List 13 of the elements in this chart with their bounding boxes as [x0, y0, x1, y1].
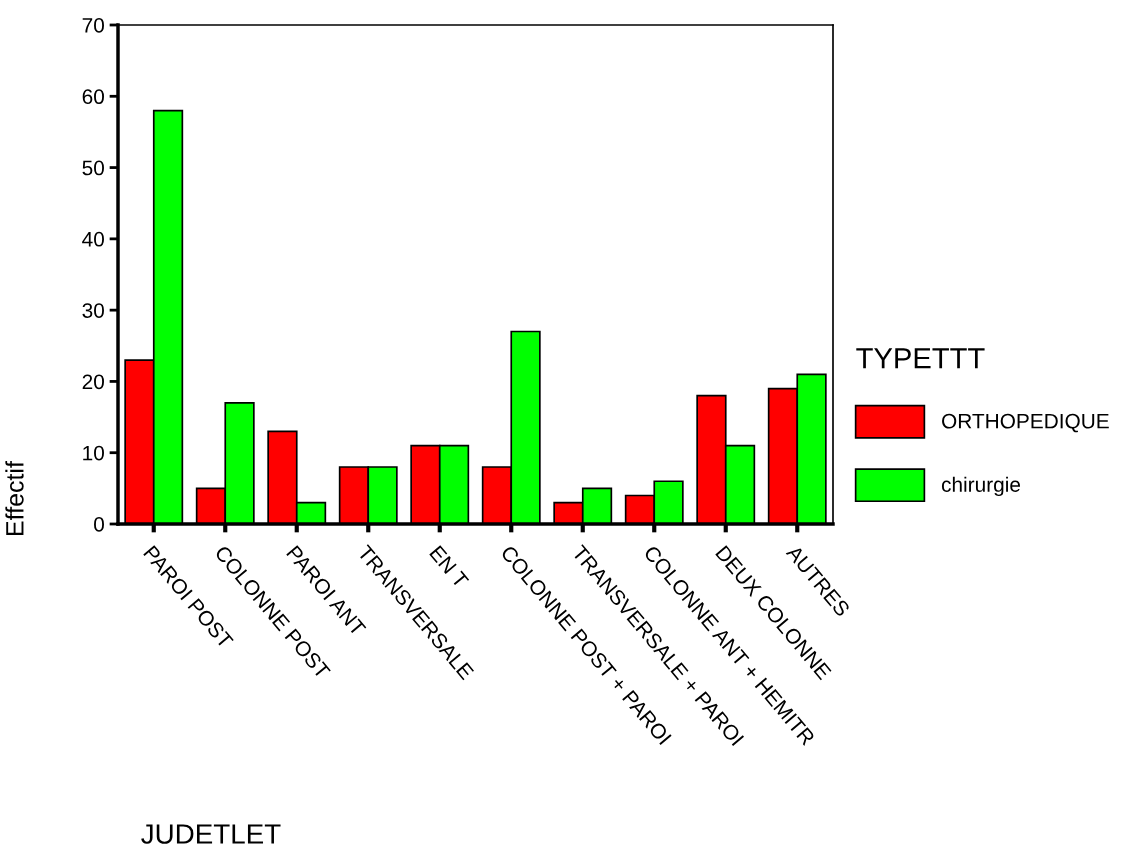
- y-tick-label: 50: [82, 160, 104, 176]
- y-tick-label: 20: [82, 374, 104, 390]
- legend-label: ORTHOPEDIQUE: [942, 413, 1109, 433]
- y-tick-label: 70: [82, 18, 104, 33]
- y-tick-label: 0: [94, 517, 104, 532]
- x-axis-title: JUDETLET: [141, 824, 281, 844]
- y-tick-label: 10: [83, 445, 104, 461]
- legend-title: TYPETTT: [856, 348, 985, 369]
- y-tick-label: 60: [82, 89, 104, 105]
- y-axis-title: Effectif: [5, 461, 24, 535]
- legend-label: chirurgie: [941, 476, 1021, 497]
- y-tick-label: 40: [82, 231, 104, 247]
- y-tick-label: 30: [82, 303, 104, 318]
